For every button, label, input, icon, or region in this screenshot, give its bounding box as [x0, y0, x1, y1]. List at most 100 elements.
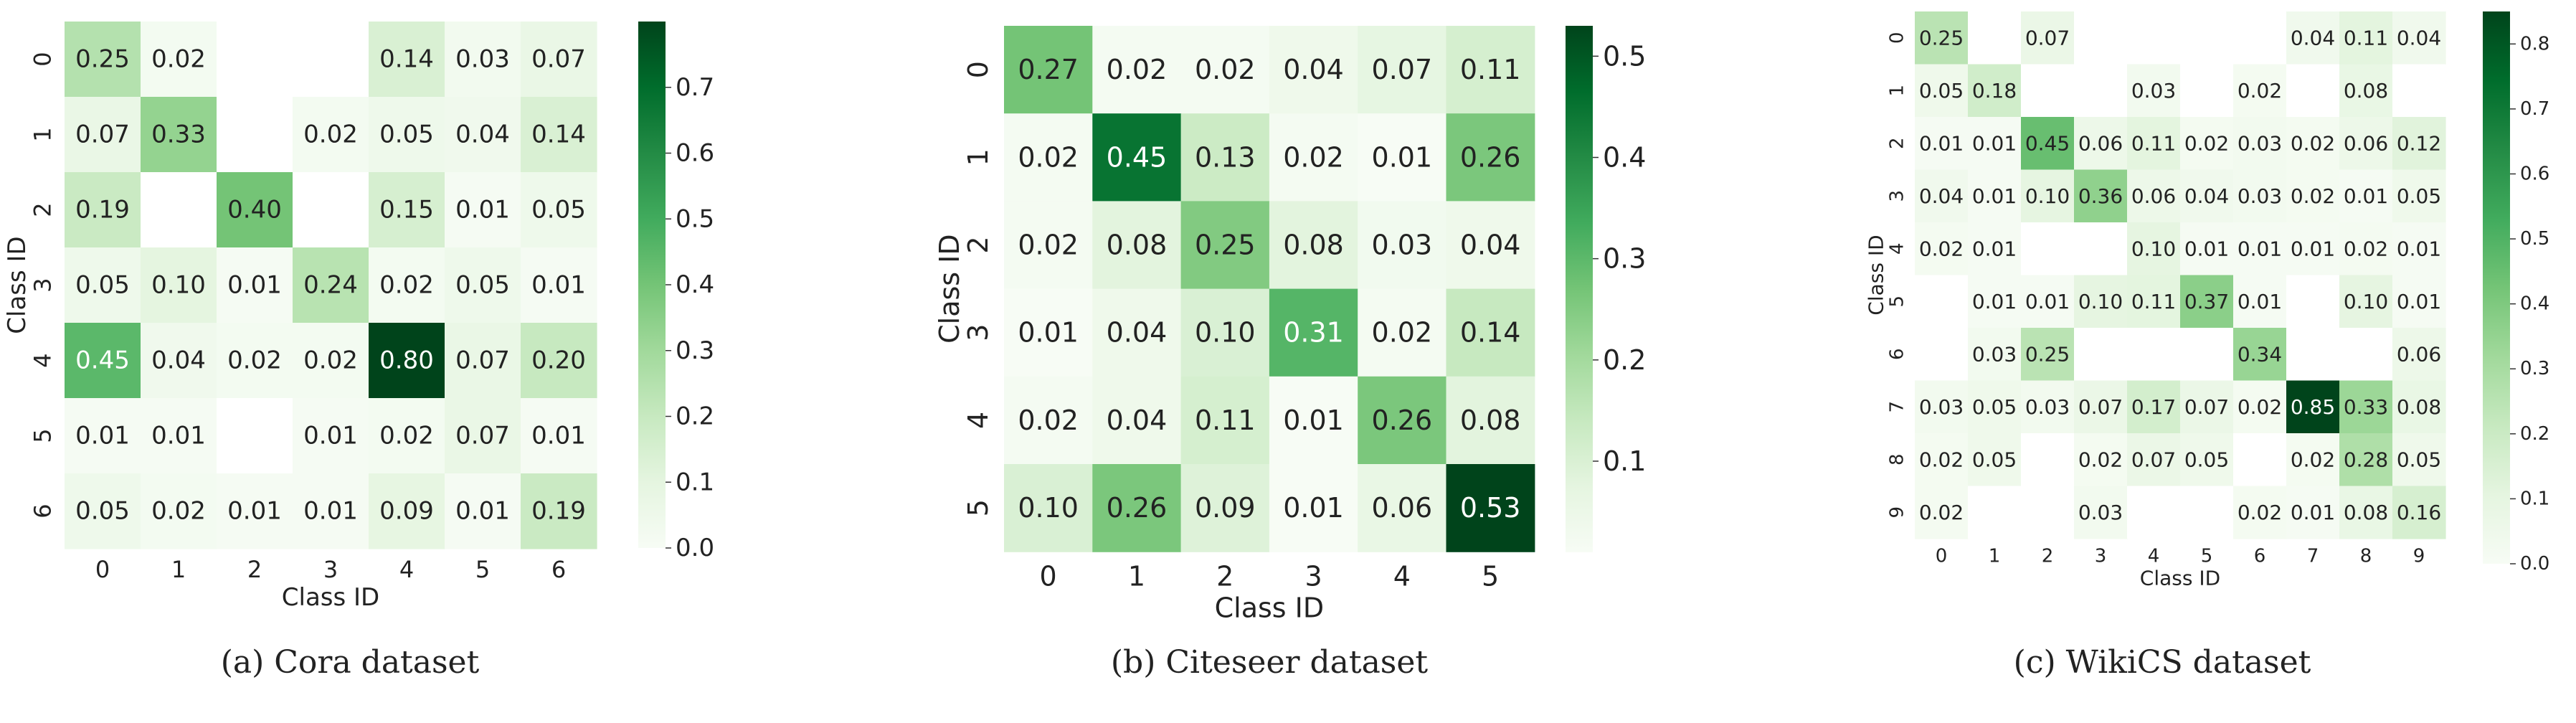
heatmap-cell — [445, 172, 521, 248]
heatmap-cell-label: 0.01 — [2397, 237, 2441, 260]
heatmap-cell — [2286, 169, 2340, 223]
heatmap-cell — [2180, 117, 2234, 171]
heatmap-cell-label: 0.10 — [2025, 184, 2070, 208]
heatmap-cell-label: 0.11 — [2131, 290, 2176, 313]
x-tick-label: 4 — [399, 556, 414, 583]
heatmap-cell-label: 0.07 — [2025, 26, 2070, 49]
heatmap-cell-label: 0.02 — [227, 346, 282, 375]
heatmap-cell-label: 0.02 — [2291, 448, 2335, 471]
heatmap-cell-empty — [2021, 486, 2074, 539]
heatmap-cell-label: 0.08 — [1460, 405, 1521, 436]
heatmap-cell — [1092, 201, 1182, 290]
x-tick-label: 7 — [2307, 546, 2319, 567]
heatmap-cell — [2127, 117, 2181, 171]
heatmap-cell-empty — [1915, 328, 1968, 381]
heatmap-cell-label: 0.03 — [455, 45, 510, 74]
heatmap-cell-empty — [1915, 275, 1968, 328]
y-tick-label: 5 — [1886, 296, 1908, 308]
heatmap-cell-label: 0.05 — [455, 271, 510, 300]
heatmap-cell — [369, 172, 445, 248]
x-tick-label: 3 — [2095, 546, 2107, 567]
heatmap-cell-label: 0.06 — [2078, 131, 2123, 155]
heatmap-cell — [2180, 433, 2234, 487]
heatmap-cell — [1358, 376, 1447, 465]
heatmap-cell-label: 0.31 — [1283, 317, 1344, 349]
heatmap-cell — [1092, 464, 1182, 552]
heatmap-cell — [2074, 486, 2128, 539]
heatmap-cell — [141, 22, 217, 98]
heatmap-cell — [2392, 486, 2446, 539]
heatmap-cell-label: 0.05 — [531, 196, 586, 225]
heatmap-cell — [1004, 113, 1093, 202]
y-tick-label: 8 — [1886, 453, 1908, 466]
heatmap-cell — [2392, 222, 2446, 276]
heatmap-cell — [2127, 433, 2181, 487]
heatmap-panel-cora: 0.25 0.02 0.14 0.03 0.070.07 0.33 0.02 0.05 0.04… — [3, 22, 714, 681]
heatmap-cell — [1092, 26, 1182, 114]
heatmap-cell — [369, 22, 445, 98]
heatmap-panel-wikics: 0.25 0.07 0.04 0.11 0.040.05 0.18 0.03 0.02 0.08… — [1864, 11, 2549, 681]
heatmap-cell — [2339, 222, 2393, 276]
heatmap-cell — [2021, 275, 2075, 329]
heatmap-cell — [1269, 376, 1358, 465]
heatmap-cell — [1269, 201, 1358, 290]
heatmap-cell — [1004, 376, 1093, 465]
heatmap-cell-label: 0.06 — [2131, 184, 2176, 208]
heatmap-cell — [293, 473, 369, 549]
heatmap-cell — [1968, 222, 2022, 276]
heatmap-cell-label: 0.10 — [2131, 237, 2176, 260]
heatmap-cell-empty — [2392, 64, 2445, 117]
heatmap-cell — [2021, 380, 2075, 434]
heatmap-cell — [1358, 26, 1447, 114]
heatmap-cell-empty — [2074, 64, 2127, 117]
heatmap-cell-label: 0.45 — [1107, 141, 1168, 173]
heatmap-cell-label: 0.25 — [1919, 26, 1964, 49]
heatmap-cell-empty — [2286, 64, 2339, 117]
heatmap-cell-label: 0.02 — [2238, 395, 2282, 419]
y-tick-label: 5 — [962, 499, 994, 516]
heatmap-cell — [2339, 64, 2393, 118]
heatmap-cell-label: 0.10 — [2344, 290, 2388, 313]
heatmap-cell — [1915, 11, 1969, 65]
heatmap-cell-label: 0.01 — [455, 196, 510, 225]
heatmap-cell-label: 0.01 — [303, 497, 358, 526]
heatmap-cell-label: 0.03 — [2078, 501, 2123, 524]
heatmap-cell-label: 0.01 — [1283, 405, 1344, 436]
heatmap-cell — [1269, 288, 1358, 377]
heatmap-cell-label: 0.13 — [1195, 141, 1256, 173]
heatmap-cell — [141, 247, 217, 323]
x-tick-label: 3 — [1304, 561, 1322, 592]
heatmap-cell — [1446, 464, 1535, 552]
heatmap-cell-label: 0.07 — [2131, 448, 2176, 471]
heatmap-cell-label: 0.01 — [151, 422, 206, 450]
colorbar-tick-label: 0.1 — [2520, 488, 2549, 509]
heatmap-cell-label: 0.25 — [2025, 342, 2070, 366]
heatmap-cell-label: 0.11 — [1195, 405, 1256, 436]
heatmap-cell-label: 0.05 — [1919, 79, 1964, 103]
heatmap-cell-label: 0.15 — [379, 196, 434, 225]
heatmap-cell-label: 0.01 — [75, 422, 130, 450]
heatmap-cell — [1968, 117, 2022, 171]
heatmap-cell-label: 0.05 — [2184, 448, 2229, 471]
heatmap-cell — [2392, 275, 2446, 329]
heatmap-cell-label: 0.10 — [1195, 317, 1256, 349]
heatmap-cell-label: 0.01 — [227, 271, 282, 300]
heatmap-cell — [1968, 328, 2022, 382]
heatmap-cell — [1004, 26, 1093, 114]
y-tick-label: 3 — [962, 324, 994, 341]
heatmap-cell-label: 0.01 — [531, 271, 586, 300]
x-tick-label: 4 — [2148, 546, 2160, 567]
heatmap-cell-label: 0.02 — [151, 497, 206, 526]
heatmap-cell-label: 0.06 — [1372, 492, 1433, 524]
heatmap-cell-label: 0.06 — [2344, 131, 2388, 155]
heatmap-cell-empty — [2180, 328, 2233, 381]
y-tick-label: 3 — [29, 278, 57, 292]
x-tick-label: 5 — [475, 556, 490, 583]
heatmap-cell-label: 0.02 — [2291, 184, 2335, 208]
heatmap-cell — [1004, 201, 1093, 290]
heatmap-cell-label: 0.10 — [2078, 290, 2123, 313]
heatmap-cell — [445, 473, 521, 549]
heatmap-cell — [2021, 169, 2075, 223]
heatmap-cell-label: 0.01 — [2238, 237, 2282, 260]
heatmap-cell-label: 0.08 — [2344, 79, 2388, 103]
